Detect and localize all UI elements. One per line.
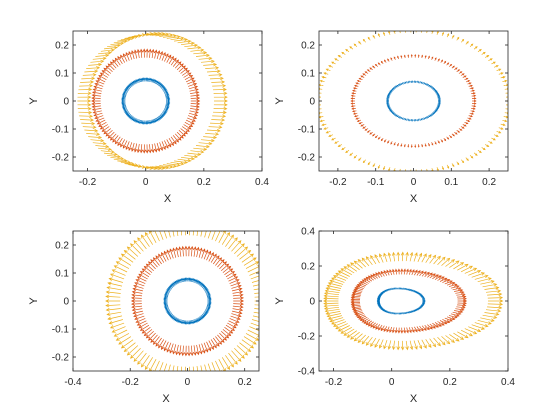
x-tick-label: 0.2 (482, 177, 496, 188)
y-tick-label: -0.1 (298, 125, 316, 136)
subplot-1-y-axis-label: Y (28, 97, 40, 105)
y-tick-label: 0.4 (301, 227, 315, 238)
x-tick-label: 0.4 (501, 377, 515, 388)
subplot-1-vector-field (77, 31, 228, 171)
subplot-2-quiver-series-3 (319, 31, 508, 171)
y-tick-label: 0.1 (55, 69, 69, 80)
subplot-2-x-axis-label: X (410, 193, 418, 205)
x-tick-label: -0.1 (367, 177, 385, 188)
x-tick-label: -0.4 (64, 377, 82, 388)
subplot-2-y-ticks: -0.2 -0.1 0 0.1 0.2 (298, 41, 508, 164)
subplot-1-quiver-series-2 (91, 48, 201, 154)
y-tick-label: -0.1 (52, 325, 70, 336)
subplot-1-x-axis-label: X (164, 193, 172, 205)
subplot-1-y-ticks: -0.2 -0.1 0 0.1 0.2 (52, 41, 262, 164)
subplot-4-quiver-series-2 (350, 268, 468, 334)
y-tick-label: 0.2 (55, 241, 69, 252)
x-tick-label: -0.2 (122, 377, 140, 388)
subplot-2-axes-frame (318, 30, 509, 172)
subplot-2: -0.2 -0.1 0 0.1 0.2 -0.2 -0.1 0 0.1 0.2 X Y (274, 30, 509, 205)
x-tick-label: 0.4 (255, 177, 269, 188)
subplot-1-quiver-series-3 (77, 31, 228, 171)
subplot-4-y-axis-label: Y (274, 297, 286, 305)
subplot-3-quiver-series-2 (130, 245, 245, 357)
y-tick-label: 0 (63, 297, 69, 308)
x-tick-label: 0 (411, 177, 417, 188)
y-tick-label: -0.2 (52, 353, 70, 364)
x-tick-label: 0.2 (197, 177, 211, 188)
x-tick-label: 0.2 (238, 377, 252, 388)
subplot-4: -0.2 0 0.2 0.4 -0.4 -0.2 0 0.2 0.4 X Y (274, 227, 515, 406)
subplot-3-quiver-series-1 (163, 277, 212, 325)
subplot-2-vector-field (319, 31, 508, 171)
x-tick-label: 0 (389, 377, 395, 388)
subplot-4-quiver-series-3 (323, 251, 504, 351)
y-tick-label: -0.1 (52, 125, 70, 136)
subplot-3-quiver-series-3 (105, 231, 259, 371)
x-tick-label: 0.1 (444, 177, 458, 188)
y-tick-label: 0.2 (301, 41, 315, 52)
y-tick-label: -0.4 (298, 367, 316, 378)
subplot-2-quiver-series-1 (385, 80, 442, 122)
subplot-3-x-ticks: -0.4 -0.2 0 0.2 (64, 231, 252, 388)
subplot-4-x-ticks: -0.2 0 0.2 0.4 (325, 231, 515, 388)
subplot-3-x-axis-label: X (162, 393, 170, 405)
subplot-2-x-ticks: -0.2 -0.1 0 0.1 0.2 (329, 31, 496, 188)
x-tick-label: 0 (185, 377, 191, 388)
y-tick-label: 0.1 (55, 269, 69, 280)
y-tick-label: 0 (63, 97, 69, 108)
subplot-2-y-axis-label: Y (274, 97, 286, 105)
subplot-4-x-axis-label: X (410, 393, 418, 405)
subplot-4-y-ticks: -0.4 -0.2 0 0.2 0.4 (298, 227, 508, 378)
y-tick-label: -0.2 (298, 332, 316, 343)
subplot-1: -0.2 0 0.2 0.4 -0.2 -0.1 0 0.1 0.2 X Y (28, 30, 269, 205)
y-tick-label: -0.2 (52, 153, 70, 164)
subplot-1-x-ticks: -0.2 0 0.2 0.4 (79, 31, 269, 188)
x-tick-label: 0 (143, 177, 149, 188)
subplot-3-y-ticks: -0.2 -0.1 0 0.1 0.2 (52, 241, 259, 364)
x-tick-label: 0.2 (443, 377, 457, 388)
x-tick-label: -0.2 (79, 177, 97, 188)
subplot-4-quiver-series-1 (376, 287, 426, 315)
subplot-2-quiver-series-2 (350, 54, 477, 148)
y-tick-label: 0.2 (301, 262, 315, 273)
subplot-3-vector-field (105, 231, 259, 371)
y-tick-label: 0.1 (301, 69, 315, 80)
subplot-3-y-axis-label: Y (28, 297, 40, 305)
subplot-4-vector-field (323, 251, 504, 351)
subplot-1-quiver-series-1 (121, 77, 171, 125)
subplot-4-axes-frame (318, 230, 509, 372)
y-tick-label: 0 (309, 97, 315, 108)
x-tick-label: -0.2 (329, 177, 347, 188)
y-tick-label: 0.2 (55, 41, 69, 52)
x-tick-label: -0.2 (325, 377, 343, 388)
y-tick-label: 0 (309, 297, 315, 308)
subplot-3: -0.4 -0.2 0 0.2 -0.2 -0.1 0 0.1 0.2 X Y (28, 230, 260, 405)
y-tick-label: -0.2 (298, 153, 316, 164)
